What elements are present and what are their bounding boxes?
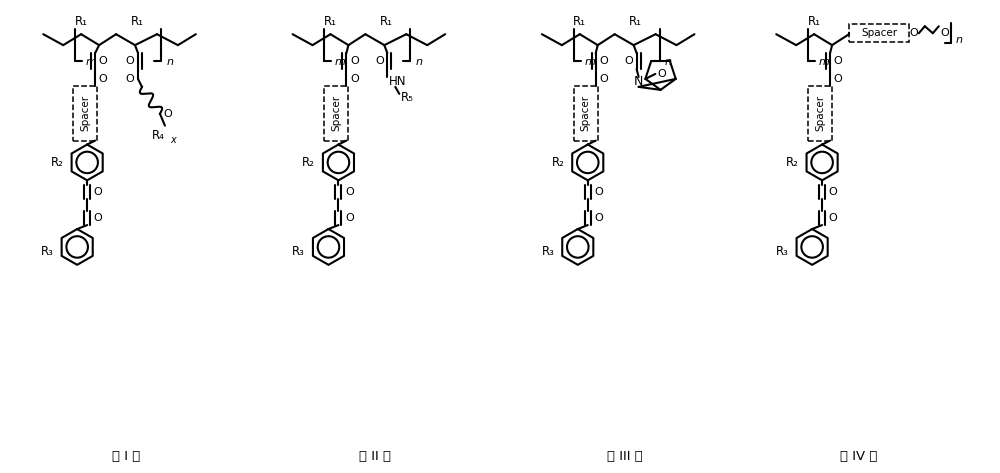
Text: （ IV ）: （ IV ） [840,450,878,463]
Text: O: O [909,28,918,38]
Text: （ I ）: （ I ） [112,450,140,463]
Text: O: O [657,69,666,79]
Text: R₃: R₃ [776,245,789,258]
Text: O: O [940,28,949,38]
Text: Spacer: Spacer [80,95,90,131]
Text: HN: HN [389,75,407,88]
Text: R₄: R₄ [152,129,164,142]
Bar [574,86,598,140]
Text: R₃: R₃ [541,245,554,258]
Text: Spacer: Spacer [331,95,341,131]
Text: O: O [126,56,134,66]
Text: O: O [829,213,837,223]
Text: O: O [834,56,842,66]
Text: n: n [416,57,423,67]
Text: R₅: R₅ [401,91,414,105]
Text: Spacer: Spacer [815,95,825,131]
Bar [808,86,832,140]
Text: O: O [594,213,603,223]
Text: R₂: R₂ [551,156,564,169]
Text: R₂: R₂ [51,156,64,169]
Text: O: O [599,74,608,84]
Text: O: O [99,56,107,66]
Text: Spacer: Spacer [581,95,591,131]
Text: O: O [599,56,608,66]
Text: n: n [955,35,962,45]
Text: O: O [350,74,359,84]
Bar [849,24,909,42]
Bar [73,86,97,140]
Text: N: N [634,75,643,88]
Text: O: O [375,56,384,66]
Text: m: m [335,57,346,67]
Text: （ III ）: （ III ） [607,450,643,463]
Text: O: O [624,56,633,66]
Text: R₃: R₃ [41,245,54,258]
Text: m: m [584,57,595,67]
Bar [324,86,348,140]
Text: n: n [166,57,173,67]
Text: O: O [94,187,102,197]
Text: R₁: R₁ [629,15,642,28]
Text: O: O [94,213,102,223]
Text: O: O [594,187,603,197]
Text: R₃: R₃ [292,245,305,258]
Text: m: m [86,57,97,67]
Text: R₂: R₂ [786,156,799,169]
Text: （ II ）: （ II ） [359,450,391,463]
Text: R₁: R₁ [324,15,337,28]
Text: R₂: R₂ [302,156,315,169]
Text: O: O [99,74,107,84]
Text: O: O [126,74,134,84]
Text: O: O [164,109,172,119]
Text: O: O [829,187,837,197]
Text: O: O [350,56,359,66]
Text: R₁: R₁ [808,15,821,28]
Text: Spacer: Spacer [861,28,897,38]
Text: O: O [345,187,354,197]
Text: R₁: R₁ [131,15,144,28]
Text: R₁: R₁ [573,15,586,28]
Text: x: x [170,135,176,145]
Text: m: m [819,57,830,67]
Text: n: n [665,57,672,67]
Text: R₁: R₁ [75,15,88,28]
Text: R₁: R₁ [380,15,393,28]
Text: O: O [834,74,842,84]
Text: O: O [345,213,354,223]
